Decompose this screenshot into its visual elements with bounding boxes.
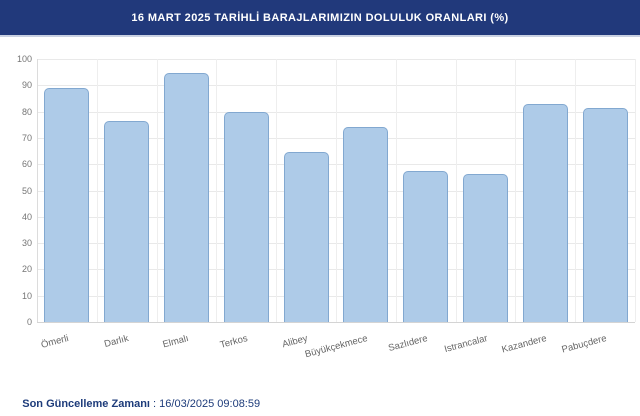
y-axis-tick-label: 50 <box>21 185 32 196</box>
gridline-v <box>96 59 98 322</box>
bar-darlık[interactable] <box>104 121 150 322</box>
last-update-label: Son Güncelleme Zamanı <box>22 398 150 410</box>
y-axis-tick-label: 30 <box>21 238 32 249</box>
y-axis-tick-label: 10 <box>21 290 32 301</box>
title-bar: 16 MART 2025 TARİHLİ BARAJLARIMIZIN DOLU… <box>0 0 640 37</box>
y-axis-tick-label: 80 <box>21 106 32 117</box>
last-update-value: 16/03/2025 09:08:59 <box>159 398 261 410</box>
gridline-v <box>216 59 218 322</box>
gridline-h <box>37 322 635 323</box>
y-axis-tick-label: 40 <box>21 211 32 222</box>
y-axis-tick-label: 90 <box>21 80 32 91</box>
gridline-v <box>156 59 158 322</box>
y-axis-tick-label: 0 <box>26 317 32 327</box>
bar-sazlıdere[interactable] <box>403 170 449 322</box>
y-axis-tick-label: 100 <box>16 54 32 64</box>
y-axis-line <box>37 59 38 322</box>
bar-alibey[interactable] <box>283 151 329 322</box>
bar-kazandere[interactable] <box>522 103 568 322</box>
last-update: Son Güncelleme Zamanı : 16/03/2025 09:08… <box>10 386 260 416</box>
gridline-v <box>515 59 517 322</box>
y-axis-tick-label: 70 <box>21 132 32 143</box>
bar-büyükçekmece[interactable] <box>343 126 389 322</box>
page-title: 16 MART 2025 TARİHLİ BARAJLARIMIZIN DOLU… <box>131 11 509 24</box>
last-update-separator: : <box>150 398 160 410</box>
gridline-v <box>276 59 278 322</box>
gridline-v <box>455 59 457 322</box>
y-axis-tick-label: 20 <box>21 264 32 275</box>
gridline-v <box>575 59 577 322</box>
y-axis-tick-label: 60 <box>21 159 32 170</box>
bar-ömerli[interactable] <box>44 88 90 322</box>
bar-pabuçdere[interactable] <box>582 108 628 322</box>
gridline-v <box>395 59 397 322</box>
gridline-v <box>336 59 337 322</box>
gridline-v <box>635 59 636 322</box>
bar-terkos[interactable] <box>223 112 269 322</box>
plot-area <box>37 59 636 323</box>
bar-elmalı[interactable] <box>164 72 209 322</box>
bar-istrancalar[interactable] <box>463 174 508 322</box>
